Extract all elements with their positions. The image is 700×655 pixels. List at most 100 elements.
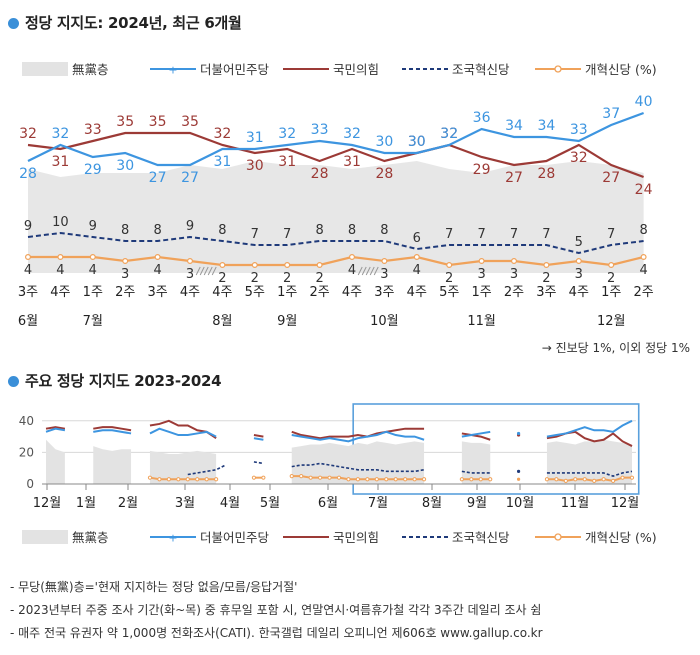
trend-line-cho xyxy=(187,464,226,476)
data-label-ref: 3 xyxy=(186,267,194,282)
data-label-dem: 32 xyxy=(343,126,361,142)
point-ref xyxy=(511,258,518,265)
data-label-ref: 2 xyxy=(218,271,226,286)
data-label-ref: 3 xyxy=(510,267,518,282)
x-tick-label: 1주 xyxy=(277,285,297,300)
trend-point-ref xyxy=(544,477,550,482)
x-tick-label: 3주 xyxy=(18,285,38,300)
trend-line-dem xyxy=(461,430,491,438)
x-tick-label: 11월 xyxy=(561,496,590,511)
trend-line-dem xyxy=(291,430,425,443)
x-tick-label: 5주 xyxy=(245,285,265,300)
month-label: 6월 xyxy=(18,314,38,329)
x-tick-label: 2주 xyxy=(309,285,329,300)
axis-break-mark xyxy=(211,266,217,276)
data-label-cho: 9 xyxy=(89,219,97,234)
trend-line-ppp xyxy=(291,427,425,440)
data-label-dem: 37 xyxy=(602,106,620,122)
data-label-ppp: 29 xyxy=(473,162,491,178)
trend-area-none xyxy=(546,439,632,484)
x-tick-label: 12월 xyxy=(611,496,640,511)
x-tick-label: 7월 xyxy=(368,496,388,511)
data-label-dem: 33 xyxy=(570,122,588,138)
x-tick-label: 2주 xyxy=(633,285,653,300)
data-label-dem: 28 xyxy=(19,166,37,182)
trend-point-ref xyxy=(384,477,389,482)
trend-point-ref xyxy=(317,475,323,480)
series-line-dem xyxy=(27,111,644,167)
data-label-ref: 2 xyxy=(283,271,291,286)
data-label-cho: 7 xyxy=(251,227,259,242)
point-ref xyxy=(57,254,64,261)
legend-label-none: 無黨층 xyxy=(72,62,109,77)
data-label-cho: 8 xyxy=(315,223,323,238)
trend-line-ppp xyxy=(461,432,491,441)
point-ref xyxy=(478,258,485,265)
legend-label-3: 조국혁신당 xyxy=(452,530,510,545)
legend-marker-1: + xyxy=(168,532,177,545)
trend-point-ref xyxy=(299,474,304,479)
axis-break-mark xyxy=(373,266,379,276)
trend-point-ref xyxy=(469,477,474,482)
trend-point-ref xyxy=(601,477,606,482)
trend-area-none xyxy=(149,450,217,484)
data-label-ref: 4 xyxy=(24,263,32,278)
data-label-cho: 10 xyxy=(52,215,69,230)
data-label-cho: 9 xyxy=(186,219,194,234)
data-label-ppp: 32 xyxy=(19,126,37,142)
data-label-ref: 2 xyxy=(542,271,550,286)
point-ref xyxy=(187,258,194,265)
data-label-dem: 30 xyxy=(116,158,134,174)
data-label-ppp: 32 xyxy=(440,126,458,142)
bullet-dot-icon xyxy=(8,18,19,29)
trend-point-ref xyxy=(336,475,342,480)
data-label-dem: 32 xyxy=(51,126,69,142)
axis-break-mark xyxy=(365,266,371,276)
data-label-ppp: 32 xyxy=(213,126,231,142)
point-ref xyxy=(251,262,258,269)
x-tick-label: 2주 xyxy=(504,285,524,300)
data-label-ref: 2 xyxy=(251,271,259,286)
data-label-ref: 3 xyxy=(477,267,485,282)
data-label-ppp: 28 xyxy=(311,166,329,182)
data-label-ref: 2 xyxy=(445,271,453,286)
axis-break-mark xyxy=(369,266,375,276)
x-tick-label: 9월 xyxy=(467,496,487,511)
point-ref xyxy=(349,254,356,261)
trend-point-ref xyxy=(610,478,616,483)
x-tick-label: 4주 xyxy=(407,285,427,300)
trend-point-ref xyxy=(195,477,200,482)
month-label: 10월 xyxy=(370,314,399,329)
chart-title-main: 정당 지지도: 2024년, 최근 6개월 xyxy=(8,12,242,33)
trend-point-ref xyxy=(166,477,171,482)
trend-point-ref xyxy=(620,475,625,480)
data-label-dem: 30 xyxy=(375,134,393,150)
note-other-parties: → 진보당 1%, 이외 정당 1% xyxy=(541,341,690,355)
bullet-dot-icon xyxy=(8,376,19,387)
point-ref xyxy=(446,262,453,269)
trend-point-ref xyxy=(629,475,635,480)
x-tick-label: 4월 xyxy=(220,496,240,511)
data-label-ppp: 28 xyxy=(375,166,393,182)
data-label-cho: 9 xyxy=(24,219,32,234)
month-label: 11월 xyxy=(467,314,496,329)
point-ref xyxy=(543,262,550,269)
trend-point-ref xyxy=(289,474,294,479)
data-label-ref: 3 xyxy=(575,267,583,282)
data-label-ppp: 24 xyxy=(635,182,653,198)
axis-break-mark xyxy=(203,266,209,276)
legend-marker-4 xyxy=(554,533,562,541)
trend-line-dem xyxy=(93,429,132,435)
month-label: 7월 xyxy=(83,314,103,329)
trend-line-cho xyxy=(546,470,633,477)
legend-label-3: 조국혁신당 xyxy=(452,62,510,77)
month-label: 9월 xyxy=(277,314,297,329)
point-ref xyxy=(316,262,323,269)
trend-line-dem xyxy=(546,419,633,438)
x-tick-label: 4주 xyxy=(212,285,232,300)
axis-break-mark xyxy=(357,266,363,276)
data-label-cho: 7 xyxy=(445,227,453,242)
data-label-ppp: 31 xyxy=(51,154,69,170)
legend-label-1: 더불어민주당 xyxy=(200,62,270,77)
trend-line-ppp xyxy=(45,426,66,430)
